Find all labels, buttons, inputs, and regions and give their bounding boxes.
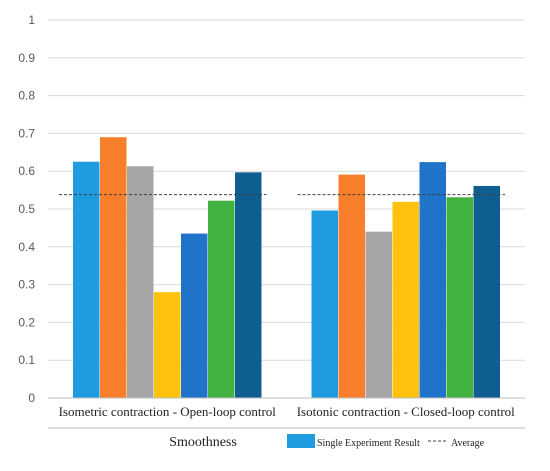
category-label: Isotonic contraction - Closed-loop contr…	[297, 404, 515, 419]
bar	[392, 201, 419, 398]
y-tick-label: 0.6	[18, 164, 35, 178]
bar	[181, 233, 208, 398]
bar	[208, 200, 235, 398]
x-axis-title: Smoothness	[169, 435, 237, 450]
y-axis-tick-labels: 0 0.1 0.2 0.3 0.4 0.5 0.6 0.7 0.8 0.9 1	[18, 13, 35, 405]
y-tick-label: 0.8	[18, 89, 35, 103]
bar	[311, 210, 338, 398]
legend: Single Experiment Result Average	[287, 434, 485, 449]
y-tick-label: 0	[28, 391, 35, 405]
legend-bar-label: Single Experiment Result	[317, 438, 420, 449]
bar	[365, 231, 392, 398]
bars	[73, 137, 500, 398]
bar	[154, 292, 181, 398]
y-tick-label: 0.1	[18, 353, 35, 367]
legend-bar-swatch	[287, 434, 315, 448]
bar	[446, 197, 473, 398]
y-tick-label: 0.4	[18, 240, 35, 254]
category-labels: Isometric contraction - Open-loop contro…	[59, 404, 516, 419]
y-tick-label: 0.7	[18, 126, 35, 140]
bar	[127, 166, 154, 398]
bar	[473, 185, 500, 398]
y-tick-label: 0.3	[18, 278, 35, 292]
y-tick-label: 0.5	[18, 202, 35, 216]
y-tick-label: 1	[28, 13, 35, 27]
y-tick-label: 0.2	[18, 315, 35, 329]
y-tick-label: 0.9	[18, 51, 35, 65]
bar	[100, 137, 127, 398]
bar	[338, 174, 365, 398]
legend-average-label: Average	[451, 438, 485, 449]
bar	[419, 162, 446, 398]
bar	[73, 161, 100, 398]
category-label: Isometric contraction - Open-loop contro…	[59, 404, 277, 419]
bar	[235, 172, 262, 398]
